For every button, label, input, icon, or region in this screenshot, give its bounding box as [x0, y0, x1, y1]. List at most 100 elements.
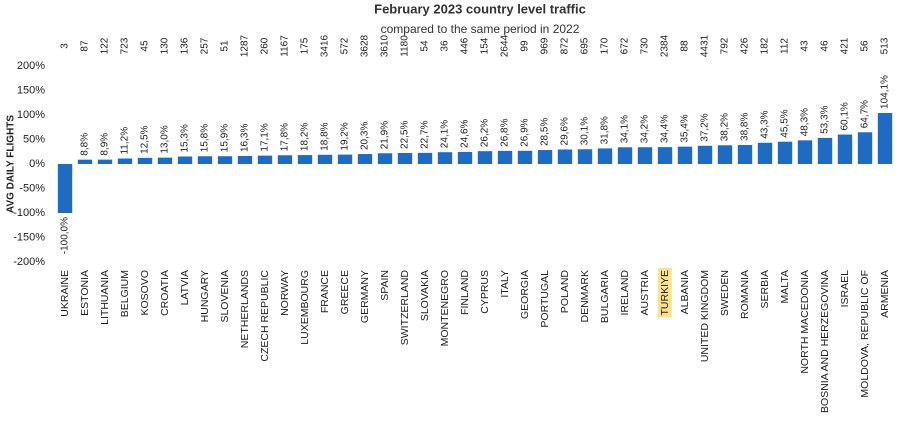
- flights-label: 260: [260, 37, 271, 54]
- flights-label: 51: [220, 40, 231, 52]
- flights-label: 99: [520, 40, 531, 52]
- y-axis-label: AVG DAILY FLIGHTS: [6, 115, 17, 213]
- flights-label: 182: [760, 37, 771, 54]
- value-label: 15,8%: [200, 124, 211, 152]
- value-label: 45,5%: [780, 109, 791, 137]
- flights-label: 46: [820, 40, 831, 52]
- bar: [617, 147, 633, 164]
- bar: [797, 140, 813, 164]
- bar: [257, 155, 273, 164]
- bar: [357, 154, 373, 164]
- flights-label: 54: [420, 40, 431, 52]
- x-tick-label: NORTH MACEDONIA: [799, 270, 811, 374]
- x-tick-label: NORWAY: [279, 270, 291, 316]
- x-tick-label: HUNGARY: [199, 270, 211, 322]
- flights-label: 3628: [360, 34, 371, 57]
- value-label: 48,3%: [800, 108, 811, 136]
- flights-label: 43: [800, 40, 811, 52]
- value-label: 43,3%: [760, 110, 771, 138]
- value-label: 38,8%: [740, 113, 751, 141]
- x-tick-label: LATVIA: [179, 270, 191, 305]
- flights-label: 426: [740, 37, 751, 54]
- y-tick-label: 0%: [29, 158, 45, 170]
- x-tick-label: BELGIUM: [119, 270, 131, 317]
- x-tick-label: SWITZERLAND: [399, 270, 411, 346]
- flights-label: 122: [100, 37, 111, 54]
- value-label: 15,9%: [220, 124, 231, 152]
- x-tick-label: GREECE: [339, 270, 351, 314]
- value-label: 26,2%: [480, 119, 491, 147]
- value-label: 29,6%: [560, 117, 571, 145]
- y-tick-label: -150%: [13, 231, 45, 243]
- flights-label: 672: [620, 37, 631, 54]
- bar: [437, 152, 453, 164]
- flights-label: 969: [540, 37, 551, 54]
- x-tick-label: POLAND: [559, 270, 571, 314]
- y-tick-label: -200%: [13, 256, 45, 268]
- y-tick-label: 150%: [17, 84, 45, 96]
- value-label: 18,2%: [300, 123, 311, 151]
- x-tick-label: GERMANY: [359, 270, 371, 323]
- flights-label: 1167: [280, 35, 291, 57]
- x-tick-label: GEORGIA: [519, 270, 531, 319]
- flights-label: 170: [600, 37, 611, 54]
- flights-label: 513: [880, 37, 891, 54]
- bar: [57, 164, 73, 213]
- x-tick-label: ALBANIA: [679, 270, 691, 314]
- y-tick-label: -50%: [19, 182, 45, 194]
- value-label: 34,2%: [640, 115, 651, 143]
- y-tick-label: -100%: [13, 207, 45, 219]
- flights-label: 421: [840, 37, 851, 54]
- bar: [837, 134, 853, 164]
- x-tick-label: SWEDEN: [719, 270, 731, 316]
- value-label: 38,2%: [720, 113, 731, 141]
- x-tick-label: BULGARIA: [599, 270, 611, 323]
- x-tick-label: FINLAND: [459, 270, 471, 315]
- bar: [237, 156, 253, 164]
- bar: [757, 142, 773, 164]
- x-tick-label: ITALY: [499, 270, 511, 298]
- value-label: 26,8%: [500, 118, 511, 146]
- x-tick-label: FRANCE: [319, 270, 331, 313]
- bar: [457, 151, 473, 164]
- bar: [557, 149, 573, 164]
- flights-label: 4431: [700, 34, 711, 57]
- bar: [537, 150, 553, 164]
- x-tick-label: CROATIA: [159, 270, 171, 316]
- flights-label: 1287: [240, 34, 251, 57]
- x-tick-label: ARMENIA: [879, 270, 891, 318]
- value-label: 24,1%: [440, 120, 451, 148]
- x-tick-label: LUXEMBOURG: [299, 270, 311, 345]
- x-tick-label: TURKIYE: [659, 270, 671, 316]
- x-tick-label: CZECH REPUBLIC: [259, 270, 271, 362]
- bar: [137, 157, 153, 164]
- flights-label: 3: [60, 43, 71, 49]
- x-tick-label: DENMARK: [579, 270, 591, 323]
- x-tick-label: SLOVAKIA: [419, 270, 431, 321]
- value-label: 17,8%: [280, 123, 291, 151]
- y-tick-label: 100%: [17, 109, 45, 121]
- bar: [277, 155, 293, 164]
- x-tick-label: MONTENEGRO: [439, 270, 451, 346]
- value-label: 53,3%: [820, 105, 831, 133]
- bar: [717, 145, 733, 164]
- value-label: 60,1%: [840, 102, 851, 130]
- bar: [377, 153, 393, 164]
- x-tick-label: ROMANIA: [739, 270, 751, 319]
- value-label: 104,1%: [880, 75, 891, 109]
- x-tick-label: BOSNIA AND HERZEGOVINA: [819, 270, 831, 413]
- bar: [337, 154, 353, 164]
- x-tick-label: KOSOVO: [139, 270, 151, 316]
- flights-label: 36: [440, 40, 451, 52]
- bar: [697, 145, 713, 164]
- x-tick-label: PORTUGAL: [539, 270, 551, 328]
- flights-label: 792: [720, 37, 731, 54]
- value-label: 30,1%: [580, 117, 591, 145]
- flights-label: 3416: [320, 34, 331, 57]
- x-tick-label: SERBIA: [759, 270, 771, 309]
- bar: [657, 147, 673, 164]
- x-tick-label: UNITED KINGDOM: [699, 270, 711, 362]
- flights-label: 730: [640, 37, 651, 54]
- bar: [597, 148, 613, 164]
